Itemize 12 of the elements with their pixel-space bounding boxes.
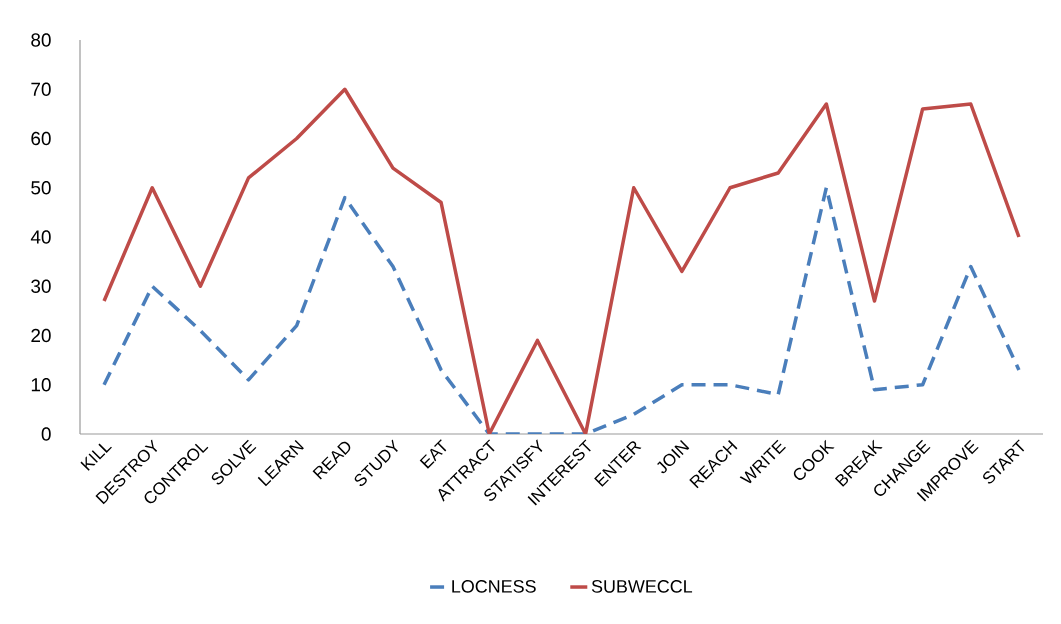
- y-tick-label: 40: [30, 230, 51, 244]
- y-tick-label: 80: [31, 33, 51, 47]
- y-tick-label: 70: [31, 82, 51, 96]
- y-tick-label: 50: [31, 181, 51, 195]
- legend-label: LOCNESS: [452, 580, 536, 593]
- y-tick-label: 10: [31, 378, 51, 392]
- y-tick-label: 30: [31, 279, 51, 293]
- y-tick-label: 0: [41, 427, 51, 441]
- line-series: [102, 87, 1021, 434]
- y-tick-label: 60: [31, 131, 51, 146]
- legend-label: SUBWECCL: [591, 580, 693, 593]
- y-tick-label: 20: [31, 328, 51, 343]
